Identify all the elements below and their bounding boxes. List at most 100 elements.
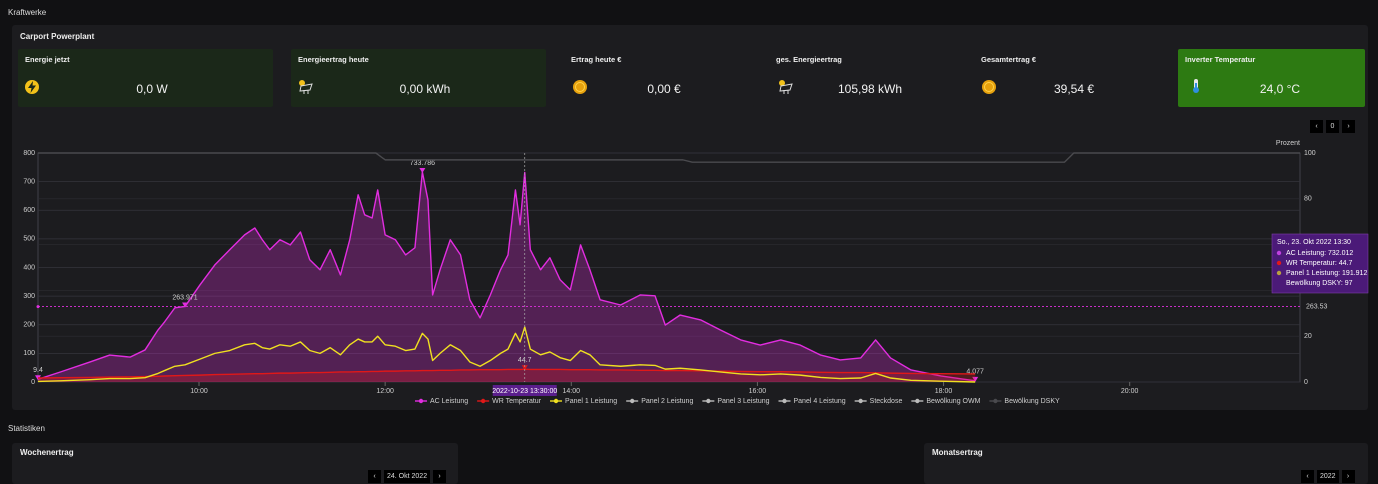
tooltip-dot	[1276, 250, 1282, 256]
tooltip-dot	[1276, 260, 1282, 266]
legend-dot	[480, 398, 486, 404]
tooltip-title: So., 23. Okt 2022 13:30	[1277, 239, 1351, 246]
nav-value: 0	[1326, 120, 1339, 133]
point-marker	[521, 365, 528, 371]
legend-item[interactable]: Bewölkung OWM	[911, 398, 981, 405]
x-tick-label: 16:00	[749, 388, 767, 395]
legend-item[interactable]: Panel 1 Leistung	[550, 398, 617, 405]
tile-title: Ertrag heute €	[571, 55, 622, 64]
legend-dot	[993, 398, 998, 404]
y2-tick-label: 100	[1304, 150, 1316, 157]
tile-value: 0,0 W	[136, 82, 168, 96]
icon	[299, 80, 313, 94]
y2-axis-label: Prozent	[1276, 140, 1300, 147]
date-nav: ‹ 24. Okt 2022 ›	[368, 470, 447, 483]
legend-item[interactable]: Panel 3 Leistung	[702, 398, 770, 405]
icon	[1193, 79, 1199, 93]
data-label: 263.971	[172, 294, 197, 301]
legend-item[interactable]: Panel 2 Leistung	[626, 398, 693, 405]
legend-item[interactable]: AC Leistung	[415, 398, 468, 405]
legend-dot	[782, 398, 787, 404]
card-title: Carport Powerplant	[20, 32, 95, 41]
tile: ges. Energieertrag 105,98 kWh	[769, 49, 959, 107]
tile-value: 0,00 €	[647, 82, 681, 96]
tile-title: ges. Energieertrag	[776, 55, 842, 64]
legend-label: Panel 3 Leistung	[717, 398, 769, 405]
legend-dot	[553, 398, 559, 404]
series-line	[37, 326, 976, 383]
tooltip-box	[1271, 233, 1369, 294]
legend-item[interactable]: WR Temperatur	[477, 398, 542, 405]
legend-item[interactable]: Bewölkung DSKY	[989, 398, 1060, 405]
tile-value: 0,00 kWh	[399, 82, 451, 96]
tile: Energieertrag heute 0,00 kWh	[291, 49, 546, 107]
tooltip-item: AC Leistung: 732.012	[1286, 250, 1353, 257]
tooltip-item: Bewölkung DSKY: 97	[1286, 280, 1353, 287]
prev-button[interactable]: ‹	[368, 470, 381, 483]
tile: Gesamtertrag € 39,54 €	[974, 49, 1164, 107]
y2-tick-label: 0	[1304, 379, 1308, 386]
tile-title: Inverter Temperatur	[1185, 55, 1256, 64]
x-tick-label: 20:00	[1121, 388, 1139, 395]
legend-dot	[629, 398, 635, 404]
next-button[interactable]: ›	[1342, 120, 1355, 133]
card	[924, 443, 1368, 484]
tile-value: 24,0 °C	[1259, 82, 1301, 96]
tile-title: Energie jetzt	[25, 55, 70, 64]
card	[12, 443, 458, 484]
x-tick-label: 10:00	[190, 388, 208, 395]
prev-button[interactable]: ‹	[1301, 470, 1314, 483]
icon	[573, 80, 587, 94]
y-tick-label: 500	[23, 236, 35, 243]
data-label: 733.786	[410, 160, 435, 167]
legend-dot	[915, 398, 920, 404]
reference-label: 263.53	[1306, 303, 1328, 310]
y-tick-label: 800	[23, 150, 35, 157]
y-tick-label: 0	[31, 379, 35, 386]
y-tick-label: 300	[23, 293, 35, 300]
legend-label: Steckdose	[870, 398, 903, 405]
next-button[interactable]: ›	[433, 470, 447, 483]
prev-button[interactable]: ‹	[1310, 120, 1323, 133]
tile: Ertrag heute € 0,00 €	[564, 49, 754, 107]
nav-value: 2022	[1317, 470, 1339, 483]
tile-title: Gesamtertrag €	[981, 55, 1037, 64]
series-area	[38, 171, 976, 382]
series-area	[38, 369, 976, 382]
legend-label: Bewölkung DSKY	[1004, 398, 1060, 405]
data-label: 9.4	[33, 367, 43, 374]
legend-item[interactable]: Panel 4 Leistung	[778, 398, 846, 405]
reference-dot	[36, 305, 40, 309]
y2-tick-label: 80	[1304, 196, 1312, 203]
tooltip-dot	[1276, 270, 1282, 276]
crosshair-label-box	[492, 385, 557, 396]
legend-label: AC Leistung	[430, 398, 468, 405]
tile-value: 39,54 €	[1053, 82, 1095, 96]
tile-value: 105,98 kWh	[837, 82, 903, 96]
y-tick-label: 600	[23, 207, 35, 214]
icon	[779, 80, 793, 94]
legend-dot	[418, 398, 424, 404]
legend-dot	[858, 398, 863, 404]
next-button[interactable]: ›	[1341, 470, 1355, 483]
legend-label: Panel 2 Leistung	[641, 398, 693, 405]
x-tick-label: 12:00	[376, 388, 394, 395]
legend-label: Panel 1 Leistung	[565, 398, 617, 405]
legend-label: WR Temperatur	[492, 398, 542, 405]
section-title: Kraftwerke	[8, 8, 47, 17]
legend-item[interactable]: Steckdose	[854, 398, 903, 405]
y2-tick-label: 20	[1304, 333, 1312, 340]
chart-nav: ‹ 0 ›	[1310, 120, 1355, 133]
point-marker	[972, 376, 979, 382]
icon	[982, 80, 996, 94]
tooltip-item: WR Temperatur: 44.7	[1286, 260, 1353, 267]
chart: Prozent 01002003004005006007008000204060…	[23, 140, 1369, 405]
crosshair-label: 2022-10-23 13:30:00	[492, 388, 557, 395]
series-line	[37, 171, 976, 382]
tile-title: Energieertrag heute	[298, 55, 369, 64]
legend-label: Panel 4 Leistung	[794, 398, 846, 405]
point-marker	[182, 302, 189, 308]
y-tick-label: 400	[23, 264, 35, 271]
y-tick-label: 100	[23, 350, 35, 357]
